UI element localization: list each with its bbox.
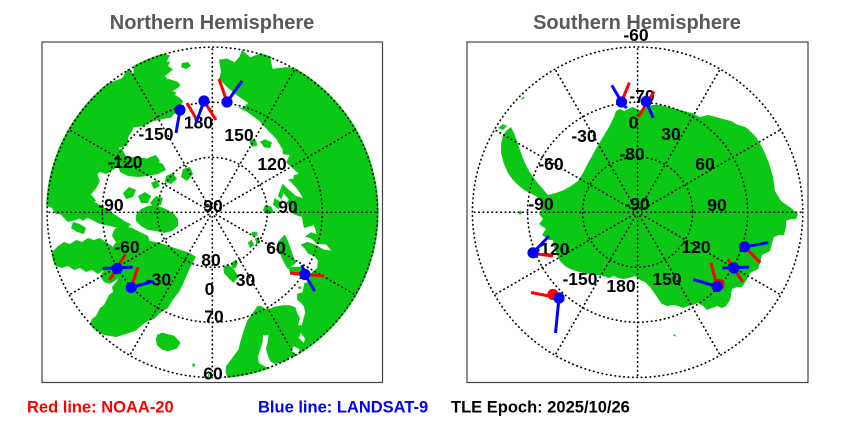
- svg-text:-90: -90: [98, 195, 124, 215]
- svg-text:150: 150: [652, 269, 681, 289]
- svg-text:-60: -60: [114, 237, 140, 257]
- svg-text:-30: -30: [146, 270, 172, 290]
- svg-text:-150: -150: [138, 124, 173, 144]
- svg-text:-120: -120: [107, 152, 142, 172]
- svg-text:90: 90: [203, 196, 223, 216]
- svg-text:Red line: NOAA-20: Red line: NOAA-20: [27, 399, 174, 417]
- svg-text:90: 90: [278, 197, 298, 217]
- svg-text:-60: -60: [623, 25, 649, 45]
- svg-text:-60: -60: [538, 154, 564, 174]
- svg-text:60: 60: [266, 238, 286, 258]
- svg-text:Southern Hemisphere: Southern Hemisphere: [533, 12, 741, 34]
- svg-text:0: 0: [205, 279, 215, 299]
- svg-text:-80: -80: [619, 144, 645, 164]
- svg-text:120: 120: [681, 237, 710, 257]
- svg-text:-90: -90: [528, 194, 554, 214]
- svg-text:90: 90: [707, 195, 727, 215]
- svg-text:120: 120: [257, 154, 286, 174]
- svg-text:60: 60: [203, 364, 223, 384]
- svg-text:Blue line: LANDSAT-9: Blue line: LANDSAT-9: [258, 399, 428, 417]
- svg-text:80: 80: [201, 250, 221, 270]
- svg-text:TLE Epoch: 2025/10/26: TLE Epoch: 2025/10/26: [451, 399, 630, 417]
- svg-text:-90: -90: [624, 194, 650, 214]
- svg-text:0: 0: [629, 113, 639, 133]
- svg-text:70: 70: [204, 307, 224, 327]
- svg-text:60: 60: [695, 154, 715, 174]
- svg-text:150: 150: [224, 125, 253, 145]
- svg-text:-30: -30: [571, 126, 597, 146]
- svg-text:180: 180: [606, 276, 635, 296]
- svg-text:Northern Hemisphere: Northern Hemisphere: [110, 12, 315, 34]
- svg-text:30: 30: [661, 124, 681, 144]
- svg-text:180: 180: [184, 113, 213, 133]
- svg-text:-150: -150: [562, 269, 597, 289]
- svg-text:30: 30: [236, 270, 256, 290]
